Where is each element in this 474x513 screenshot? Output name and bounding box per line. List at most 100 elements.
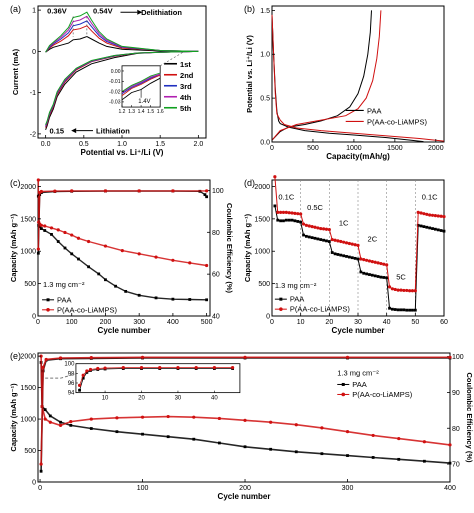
data-point [393, 308, 397, 311]
data-point [396, 288, 400, 292]
data-point [140, 415, 145, 419]
data-point [293, 219, 297, 223]
y-axis-label: Capacity (mAh g⁻¹) [9, 213, 18, 282]
arrow-head [71, 128, 77, 134]
data-point [336, 253, 340, 256]
panel-label: (c) [10, 178, 21, 188]
data-point [89, 356, 93, 360]
data-point [69, 419, 73, 424]
data-point [316, 226, 320, 230]
data-point [70, 189, 74, 193]
data-point [154, 296, 158, 300]
data-point [38, 225, 42, 229]
data-point [120, 248, 124, 253]
inset-x-tick-label: 10 [102, 396, 109, 402]
y-tick-label: 1000 [20, 417, 36, 424]
data-point [290, 211, 294, 215]
rate-label: 2C [368, 235, 378, 244]
data-point [344, 241, 349, 245]
data-point [373, 260, 377, 264]
legend-marker [279, 307, 283, 311]
inset-y-tick-label: 0.00 [111, 69, 121, 75]
data-point [305, 234, 308, 238]
data-point [284, 210, 288, 214]
inset-x-tick-label: 30 [175, 396, 182, 402]
inset-x-tick-label: 20 [138, 396, 145, 402]
x-tick-label: 30 [354, 319, 362, 326]
data-point [339, 253, 343, 257]
inset-point [96, 366, 100, 371]
charge-curve [271, 10, 382, 141]
data-point [188, 261, 192, 265]
rate-label: 0.1C [278, 192, 294, 201]
y-tick-label: 2000 [20, 354, 36, 361]
annotation-peak-2: 0.54V [93, 6, 113, 15]
data-point [205, 298, 209, 302]
data-point [425, 212, 429, 216]
inset-point [77, 383, 82, 388]
panel-label: (a) [10, 4, 21, 14]
x-tick-label: 400 [167, 319, 179, 326]
data-point [313, 225, 317, 229]
data-point [70, 252, 74, 256]
data-point [359, 270, 363, 274]
data-point [154, 255, 158, 259]
legend-label: P(AA-co-LiAMPS) [290, 305, 351, 314]
x-tick-label: 60 [440, 319, 448, 326]
data-point [59, 420, 62, 424]
data-point [188, 298, 192, 301]
panel-label: (e) [10, 351, 21, 361]
y-tick-label: -1 [30, 90, 36, 97]
panel-label: (d) [244, 178, 255, 188]
data-point [205, 263, 209, 268]
y-tick-label: 0 [32, 49, 36, 56]
data-point [217, 416, 222, 421]
data-point [302, 233, 305, 237]
data-point [284, 218, 288, 222]
data-point [63, 230, 67, 235]
cv-curve-upper [45, 25, 199, 53]
data-point [58, 423, 63, 427]
data-point [166, 414, 170, 419]
data-point [385, 263, 389, 267]
data-point [103, 244, 108, 248]
x-tick-label: 300 [133, 319, 145, 326]
data-point [422, 440, 426, 444]
legend-label: PAA [367, 106, 381, 115]
data-point [103, 189, 108, 193]
data-point [294, 450, 298, 454]
panel-label: (b) [244, 4, 255, 14]
data-point [36, 178, 40, 182]
data-point [320, 426, 324, 430]
data-point [442, 229, 446, 233]
inset-a: 1.2 1.3 1.4 1.5 1.6 0.00 -0.01 -0.02 -0.03 1.4V [109, 65, 164, 115]
inset-point [85, 369, 89, 373]
data-point [192, 437, 196, 441]
data-point [362, 271, 366, 275]
data-point [316, 237, 320, 241]
data-point [413, 289, 417, 293]
data-point [137, 189, 141, 193]
data-point [388, 306, 391, 310]
data-point [419, 224, 423, 228]
inset-point [231, 365, 235, 370]
cv-curve-lower [45, 50, 199, 125]
arrow-head [137, 9, 143, 15]
cv-curve-upper [45, 20, 199, 53]
inset-curve [121, 73, 161, 95]
y-axis-label: Capacity (mAh g⁻¹) [243, 213, 252, 282]
data-point [282, 219, 285, 223]
data-point [371, 433, 375, 438]
data-point [39, 354, 43, 358]
series-line [37, 190, 208, 254]
inset-link [45, 373, 77, 379]
inset-link [160, 51, 184, 67]
inset-y-tick-label: -0.03 [109, 100, 121, 106]
data-point [171, 297, 175, 301]
data-point [299, 212, 303, 216]
y-tick-label: 2000 [254, 184, 270, 191]
data-point [387, 285, 392, 289]
inset-x-tick-label: 1.5 [147, 109, 154, 115]
data-point [405, 308, 409, 312]
x-tick-label: 200 [100, 319, 112, 326]
